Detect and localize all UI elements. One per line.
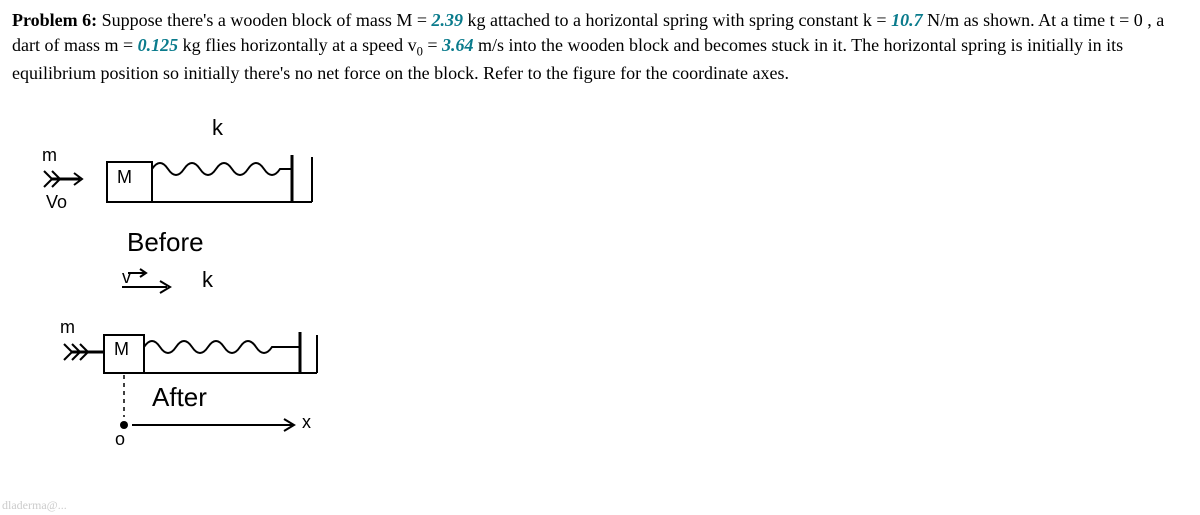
problem-label: Problem 6: — [12, 10, 97, 30]
text-p1: Suppose there's a wooden block of mass M… — [102, 10, 432, 30]
after-caption: After — [152, 382, 207, 413]
before-v0-label: Vo — [46, 192, 67, 213]
value-speed-v0: 3.64 — [442, 35, 474, 55]
before-diagram-svg — [22, 107, 342, 237]
problem-text: Problem 6: Suppose there's a wooden bloc… — [12, 8, 1188, 87]
diagram-area: m Vo M k Before v k — [22, 107, 372, 507]
text-p5: = — [423, 35, 442, 55]
after-m-label: m — [60, 317, 75, 338]
value-mass-M: 2.39 — [432, 10, 464, 30]
footer-faint: dladerma@... — [2, 498, 67, 513]
after-M-label: M — [114, 339, 129, 360]
text-p4: kg flies horizontally at a speed v — [178, 35, 416, 55]
before-M-label: M — [117, 167, 132, 188]
before-k-label: k — [212, 115, 223, 141]
value-mass-m: 0.125 — [138, 35, 179, 55]
after-diagram-svg — [42, 307, 362, 437]
after-v-label: v — [122, 267, 131, 288]
before-caption: Before — [127, 227, 204, 258]
origin-label: o — [115, 429, 125, 450]
x-axis-label: x — [302, 412, 311, 433]
value-spring-k: 10.7 — [891, 10, 923, 30]
text-p2: kg attached to a horizontal spring with … — [463, 10, 891, 30]
after-k-label: k — [202, 267, 213, 293]
before-m-label: m — [42, 145, 57, 166]
